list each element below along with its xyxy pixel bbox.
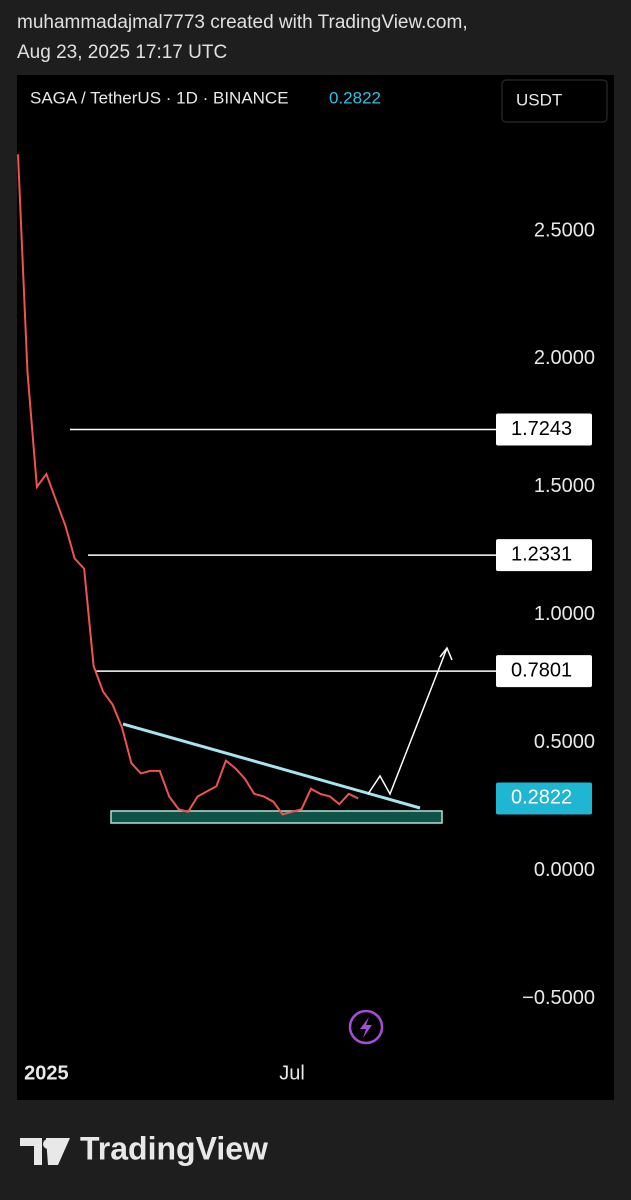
footer: TradingView — [20, 1130, 268, 1166]
brand: TradingView — [80, 1130, 268, 1166]
support-zone — [110, 810, 443, 824]
level-label-box — [496, 539, 592, 572]
flash-bolt — [360, 1017, 372, 1038]
level-label: 1.2331 — [511, 543, 572, 565]
y-tick-label: 1.5000 — [534, 475, 595, 497]
trend-line — [122, 722, 421, 810]
y-tick-label: 0.0000 — [534, 859, 595, 881]
y-tick-label: 2.5000 — [534, 219, 595, 241]
header-line: Aug 23, 2025 17:17 UTC — [17, 42, 228, 63]
y-tick-label: 1.0000 — [534, 603, 595, 625]
level-label-box — [496, 413, 592, 446]
x-tick-label: 2025 — [24, 1062, 69, 1084]
logo-dot — [43, 1139, 53, 1149]
projection-arrow — [367, 647, 448, 796]
y-tick-label: 2.0000 — [534, 347, 595, 369]
chart-title: SAGA / TetherUS · 1D · BINANCE — [30, 88, 289, 107]
level-label: 0.7801 — [511, 659, 572, 681]
level-label: 1.7243 — [511, 418, 572, 440]
price-label-box — [496, 782, 592, 815]
price-label: 0.2822 — [511, 787, 572, 809]
y-tick-label: −0.5000 — [522, 987, 595, 1009]
arrow-head — [439, 646, 453, 661]
currency: USDT — [516, 90, 562, 109]
logo-mark — [20, 1138, 70, 1165]
x-tick-label: Jul — [279, 1062, 305, 1084]
currency-button[interactable] — [501, 79, 608, 123]
header-line: muhammadajmal7773 created with TradingVi… — [17, 12, 468, 33]
flash-icon[interactable] — [348, 1009, 384, 1045]
title-price: 0.2822 — [329, 88, 381, 107]
price-line — [17, 154, 359, 816]
chart-panel — [17, 75, 614, 1100]
level-label-box — [496, 655, 592, 688]
y-tick-label: 0.5000 — [534, 731, 595, 753]
